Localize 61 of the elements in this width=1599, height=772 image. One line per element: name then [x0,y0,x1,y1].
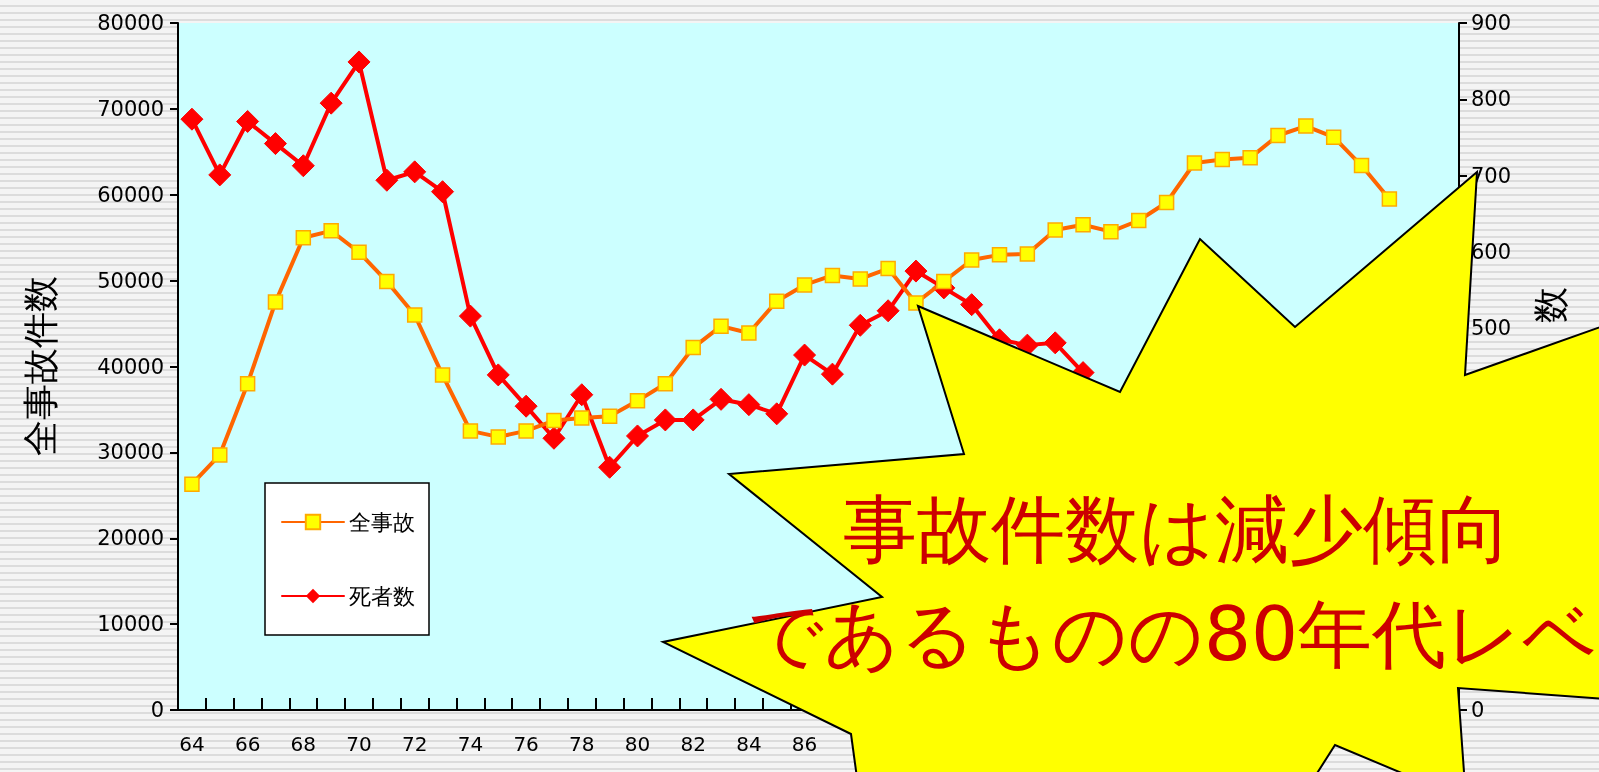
x-tick-label: 84 [736,732,762,756]
x-tick-label: 64 [179,732,205,756]
point [681,408,705,432]
x-tick-label: 70 [346,732,372,756]
legend-label: 死者数 [349,583,415,609]
point [876,299,900,323]
y-tick-label: 40000 [97,354,164,379]
point [403,160,427,184]
y2-tick-label: 900 [1471,11,1512,35]
point [319,91,343,115]
x-tick-label: 78 [569,732,595,756]
x-tick-label: 72 [401,732,428,756]
x-tick-label: 86 [791,732,818,756]
point [625,424,649,448]
y-tick-label: 10000 [97,612,164,637]
y-tick-label: 0 [150,698,164,722]
y-tick-label: 50000 [97,268,164,293]
point [180,107,204,131]
y-tick-label: 80000 [97,11,164,35]
point [904,259,928,283]
point [458,304,482,328]
point [542,426,566,450]
point [431,180,455,204]
point [1043,331,1067,355]
y2-tick-label: 600 [1471,240,1512,264]
legend-label: 全事故 [349,509,415,535]
x-tick-label: 82 [680,732,706,756]
point [765,402,789,426]
point [514,394,538,418]
point [570,383,594,407]
point [208,163,232,187]
point [737,393,761,417]
x-tick-label: 74 [457,732,484,756]
y-tick-label: 20000 [97,526,164,551]
point [820,362,844,386]
x-tick-label: 80 [624,732,651,756]
annotation: であるものの80年代レベ [748,591,1599,677]
y-tick-label: 60000 [97,182,164,207]
point [598,455,622,479]
annotation: 事故件数は減少傾向 [843,486,1511,572]
point [848,313,872,337]
y-tick-label: 70000 [97,96,164,121]
x-tick-label: 66 [234,732,261,756]
point [486,363,510,387]
point [375,168,399,192]
point [709,387,733,411]
x-tick-label: 76 [513,732,539,756]
y2-tick-label: 0 [1471,698,1485,722]
y2-tick-label: 500 [1471,316,1512,341]
point [347,50,371,74]
point [653,408,677,432]
point [291,154,315,178]
y-tick-label: 30000 [97,440,164,465]
y-axis-title: 全事故件数 [19,276,61,456]
point [263,132,287,156]
x-tick-label: 68 [290,732,317,756]
point [793,343,817,367]
point [960,293,984,317]
y2-axis-title: 数 [1529,287,1571,323]
point [236,109,260,133]
y2-tick-label: 800 [1471,87,1512,112]
